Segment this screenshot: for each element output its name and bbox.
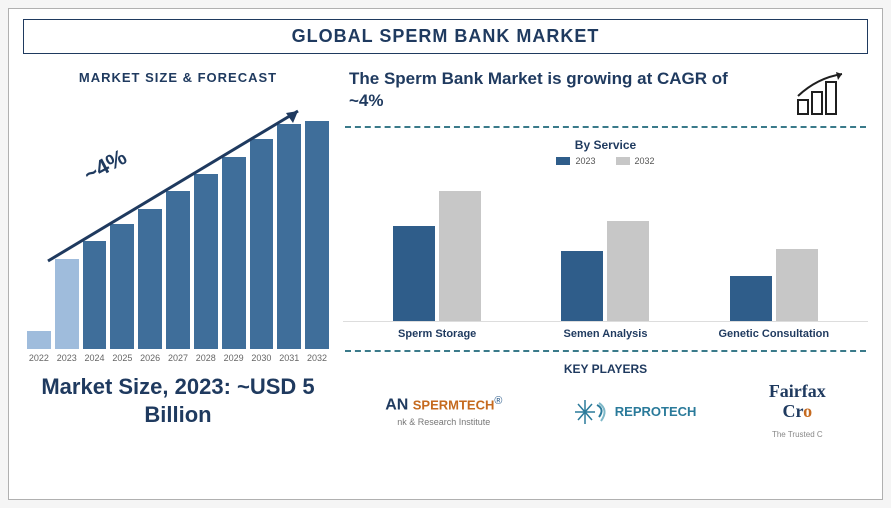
legend-swatch — [616, 157, 630, 165]
infographic-frame: GLOBAL SPERM BANK MARKET MARKET SIZE & F… — [8, 8, 883, 500]
service-legend: 2023 2032 — [343, 156, 868, 166]
p1-prefix: AN — [385, 396, 413, 413]
forecast-heading: MARKET SIZE & FORECAST — [23, 70, 333, 85]
growth-chart-icon — [792, 68, 862, 118]
legend-swatch — [556, 157, 570, 165]
p1-brand: SPERMTECH — [413, 397, 495, 412]
forecast-bar — [83, 241, 107, 349]
service-chart-title: By Service — [343, 138, 868, 152]
category-label: Sperm Storage — [377, 328, 497, 340]
forecast-col: 2024 — [83, 241, 107, 363]
forecast-year-label: 2025 — [112, 353, 132, 363]
legend-item: 2023 — [556, 156, 595, 166]
key-players-heading: KEY PLAYERS — [343, 362, 868, 376]
key-players-row: AN SPERMTECH® nk & Research Institute RE… — [343, 382, 868, 441]
forecast-bar — [277, 124, 301, 349]
p3-a: Fairfax — [769, 381, 826, 401]
p3-b: Cr — [782, 401, 803, 421]
legend-label: 2032 — [635, 156, 655, 166]
forecast-bar — [222, 157, 246, 349]
category-label: Semen Analysis — [545, 328, 665, 340]
forecast-col: 2030 — [250, 139, 274, 363]
forecast-col: 2026 — [138, 209, 162, 363]
forecast-bar — [55, 259, 79, 349]
forecast-bar — [166, 191, 190, 349]
p2-name: REPROTECH — [615, 405, 697, 419]
snowflake-icon — [575, 397, 609, 427]
p3-sub: The Trusted C — [772, 430, 823, 439]
bar-group — [545, 221, 665, 321]
forecast-year-label: 2032 — [307, 353, 327, 363]
cagr-row: The Sperm Bank Market is growing at CAGR… — [343, 64, 868, 120]
bar-2032 — [776, 249, 818, 321]
forecast-col: 2022 — [27, 331, 51, 363]
p3-c: o — [803, 401, 812, 421]
player-spermtech: AN SPERMTECH® nk & Research Institute — [385, 396, 502, 428]
forecast-bar — [250, 139, 274, 349]
cagr-statement: The Sperm Bank Market is growing at CAGR… — [349, 68, 729, 112]
legend-label: 2023 — [575, 156, 595, 166]
forecast-year-label: 2030 — [251, 353, 271, 363]
bar-2023 — [393, 226, 435, 321]
right-panel: The Sperm Bank Market is growing at CAGR… — [343, 64, 868, 489]
forecast-bar — [305, 121, 329, 349]
bar-group — [714, 249, 834, 321]
bar-2023 — [730, 276, 772, 321]
forecast-col: 2029 — [222, 157, 246, 363]
p1-sub: nk & Research Institute — [397, 417, 490, 427]
divider-1 — [345, 126, 866, 128]
player-reprotech: REPROTECH — [575, 397, 697, 427]
forecast-bar — [110, 224, 134, 349]
forecast-year-label: 2031 — [279, 353, 299, 363]
category-label: Genetic Consultation — [714, 328, 834, 340]
service-category-labels: Sperm Storage Semen Analysis Genetic Consu… — [343, 322, 868, 344]
forecast-year-label: 2027 — [168, 353, 188, 363]
forecast-year-label: 2026 — [140, 353, 160, 363]
forecast-year-label: 2029 — [224, 353, 244, 363]
forecast-bar — [138, 209, 162, 349]
forecast-col: 2028 — [194, 174, 218, 363]
forecast-bar-chart: ~4% 2022 2023 2024 2025 2026 2027 2028 2029 2030… — [23, 93, 333, 363]
market-size-text: Market Size, 2023: ~USD 5 Billion — [23, 373, 333, 428]
content-row: MARKET SIZE & FORECAST ~4% 2022 2023 2024 2… — [9, 60, 882, 499]
main-title: GLOBAL SPERM BANK MARKET — [23, 19, 868, 54]
p1-reg: ® — [494, 395, 502, 407]
forecast-col: 2027 — [166, 191, 190, 363]
bar-2023 — [561, 251, 603, 321]
forecast-col: 2023 — [55, 259, 79, 363]
bar-2032 — [439, 191, 481, 321]
forecast-bar — [194, 174, 218, 349]
bar-2032 — [607, 221, 649, 321]
forecast-year-label: 2022 — [29, 353, 49, 363]
legend-item: 2032 — [616, 156, 655, 166]
forecast-bar — [27, 331, 51, 349]
forecast-col: 2032 — [305, 121, 329, 363]
player-fairfax: Fairfax Cro The Trusted C — [769, 382, 826, 441]
bar-group — [377, 191, 497, 321]
forecast-year-label: 2028 — [196, 353, 216, 363]
forecast-year-label: 2024 — [85, 353, 105, 363]
forecast-year-label: 2023 — [57, 353, 77, 363]
service-grouped-bar-chart — [343, 172, 868, 322]
forecast-col: 2031 — [277, 124, 301, 363]
growth-rate-label: ~4% — [80, 144, 132, 188]
left-panel: MARKET SIZE & FORECAST ~4% 2022 2023 2024 2… — [23, 64, 333, 489]
divider-2 — [345, 350, 866, 352]
forecast-col: 2025 — [110, 224, 134, 363]
